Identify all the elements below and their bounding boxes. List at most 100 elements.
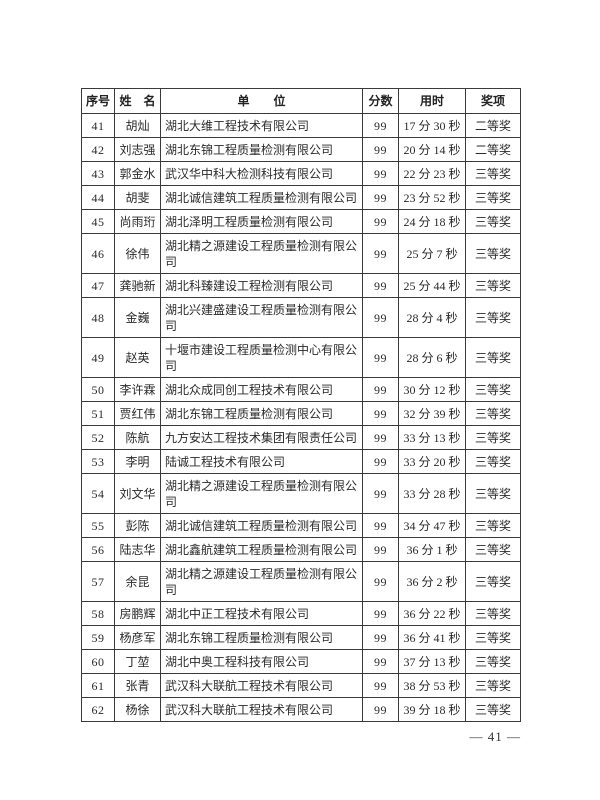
cell-time: 30 分 12 秒: [398, 377, 466, 402]
table-row: 56 陆志华 湖北鑫航建筑工程质量检测有限公司 99 36 分 1 秒三等奖: [81, 537, 521, 562]
cell-name: 郭金水: [114, 161, 161, 186]
column-header-name: 姓 名: [114, 88, 161, 114]
cell-award: 三等奖: [465, 337, 521, 378]
cell-unit: 武汉科大联航工程技术有限公司: [160, 697, 363, 722]
cell-award: 三等奖: [465, 377, 521, 402]
table-row: 48 金巍 湖北兴建盛建设工程质量检测有限公司 99 28 分 4 秒三等奖: [81, 297, 521, 338]
cell-no: 50: [81, 377, 115, 402]
cell-score: 99: [362, 209, 399, 234]
cell-name: 余昆: [114, 561, 161, 602]
cell-score: 99: [362, 697, 399, 722]
cell-score: 99: [362, 161, 399, 186]
table-row: 44 胡斐 湖北诚信建筑工程质量检测有限公司 99 23 分 52 秒三等奖: [81, 185, 521, 210]
cell-no: 58: [81, 601, 115, 626]
cell-no: 45: [81, 209, 115, 234]
table-row: 42 刘志强 湖北东锦工程质量检测有限公司 99 20 分 14 秒二等奖: [81, 137, 521, 162]
table-header-row: 序号姓 名单 位分数 用时 奖项: [81, 88, 521, 114]
cell-unit: 湖北诚信建筑工程质量检测有限公司: [160, 185, 363, 210]
cell-name: 贾红伟: [114, 401, 161, 426]
cell-no: 43: [81, 161, 115, 186]
column-header-no: 序号: [81, 88, 115, 114]
cell-award: 三等奖: [465, 513, 521, 538]
table-row: 59 杨彦军 湖北东锦工程质量检测有限公司 99 36 分 41 秒三等奖: [81, 625, 521, 650]
cell-time: 33 分 13 秒: [398, 425, 466, 450]
cell-award: 三等奖: [465, 673, 521, 698]
column-header-unit: 单 位: [160, 88, 363, 114]
cell-award: 三等奖: [465, 425, 521, 450]
cell-award: 三等奖: [465, 161, 521, 186]
cell-unit: 湖北精之源建设工程质量检测有限公司: [160, 473, 363, 514]
cell-score: 99: [362, 425, 399, 450]
cell-score: 99: [362, 601, 399, 626]
table-row: 47 龚驰新 湖北科臻建设工程检测有限公司 99 25 分 44 秒三等奖: [81, 273, 521, 298]
cell-no: 47: [81, 273, 115, 298]
cell-no: 54: [81, 473, 115, 514]
cell-award: 三等奖: [465, 209, 521, 234]
cell-time: 36 分 2 秒: [398, 561, 466, 602]
cell-score: 99: [362, 377, 399, 402]
table-row: 49 赵英 十堰市建设工程质量检测中心有限公司 99 28 分 6 秒三等奖: [81, 337, 521, 378]
cell-name: 胡灿: [114, 113, 161, 138]
cell-unit: 湖北东锦工程质量检测有限公司: [160, 137, 363, 162]
column-header-award: 奖项: [465, 88, 521, 114]
cell-award: 三等奖: [465, 273, 521, 298]
cell-score: 99: [362, 649, 399, 674]
cell-time: 20 分 14 秒: [398, 137, 466, 162]
cell-name: 杨彦军: [114, 625, 161, 650]
cell-award: 三等奖: [465, 401, 521, 426]
cell-no: 44: [81, 185, 115, 210]
cell-time: 25 分 44 秒: [398, 273, 466, 298]
table-row: 62 杨徐 武汉科大联航工程技术有限公司 99 39 分 18 秒三等奖: [81, 697, 521, 722]
cell-unit: 湖北诚信建筑工程质量检测有限公司: [160, 513, 363, 538]
cell-unit: 湖北东锦工程质量检测有限公司: [160, 401, 363, 426]
cell-award: 二等奖: [465, 137, 521, 162]
cell-unit: 湖北兴建盛建设工程质量检测有限公司: [160, 297, 363, 338]
cell-award: 二等奖: [465, 113, 521, 138]
cell-time: 36 分 1 秒: [398, 537, 466, 562]
cell-time: 23 分 52 秒: [398, 185, 466, 210]
cell-unit: 湖北大维工程技术有限公司: [160, 113, 363, 138]
cell-award: 三等奖: [465, 649, 521, 674]
table-row: 61 张青 武汉科大联航工程技术有限公司 99 38 分 53 秒三等奖: [81, 673, 521, 698]
table-row: 52 陈航 九方安达工程技术集团有限责任公司 99 33 分 13 秒三等奖: [81, 425, 521, 450]
cell-award: 三等奖: [465, 185, 521, 210]
cell-unit: 陆诚工程技术有限公司: [160, 449, 363, 474]
cell-time: 37 分 13 秒: [398, 649, 466, 674]
cell-score: 99: [362, 561, 399, 602]
cell-unit: 十堰市建设工程质量检测中心有限公司: [160, 337, 363, 378]
cell-no: 57: [81, 561, 115, 602]
table-row: 43 郭金水 武汉华中科大检测科技有限公司 99 22 分 23 秒三等奖: [81, 161, 521, 186]
cell-score: 99: [362, 673, 399, 698]
awards-results-table: 序号姓 名单 位分数 用时 奖项 41 胡灿 湖北大维工程技术有限公司 99 17 分 30…: [81, 88, 521, 722]
cell-score: 99: [362, 185, 399, 210]
cell-name: 陆志华: [114, 537, 161, 562]
table-row: 46 徐伟 湖北精之源建设工程质量检测有限公司 99 25 分 7 秒三等奖: [81, 233, 521, 274]
table-row: 54 刘文华 湖北精之源建设工程质量检测有限公司 99 33 分 28 秒三等奖: [81, 473, 521, 514]
cell-unit: 湖北东锦工程质量检测有限公司: [160, 625, 363, 650]
cell-award: 三等奖: [465, 233, 521, 274]
cell-name: 李许霖: [114, 377, 161, 402]
cell-no: 49: [81, 337, 115, 378]
cell-award: 三等奖: [465, 625, 521, 650]
table-row: 55 彭陈 湖北诚信建筑工程质量检测有限公司 99 34 分 47 秒三等奖: [81, 513, 521, 538]
cell-unit: 湖北中正工程技术有限公司: [160, 601, 363, 626]
cell-name: 房鹏辉: [114, 601, 161, 626]
cell-time: 38 分 53 秒: [398, 673, 466, 698]
cell-no: 59: [81, 625, 115, 650]
cell-time: 39 分 18 秒: [398, 697, 466, 722]
table-row: 45 尚雨珩 湖北泽明工程质量检测有限公司 99 24 分 18 秒三等奖: [81, 209, 521, 234]
cell-name: 张青: [114, 673, 161, 698]
cell-award: 三等奖: [465, 537, 521, 562]
cell-name: 龚驰新: [114, 273, 161, 298]
cell-unit: 武汉华中科大检测科技有限公司: [160, 161, 363, 186]
cell-no: 46: [81, 233, 115, 274]
cell-name: 刘志强: [114, 137, 161, 162]
cell-unit: 湖北鑫航建筑工程质量检测有限公司: [160, 537, 363, 562]
cell-name: 丁堃: [114, 649, 161, 674]
table-row: 58 房鹏辉 湖北中正工程技术有限公司 99 36 分 22 秒三等奖: [81, 601, 521, 626]
cell-time: 36 分 22 秒: [398, 601, 466, 626]
cell-unit: 湖北众成同创工程技术有限公司: [160, 377, 363, 402]
page-number: — 41 —: [469, 729, 521, 744]
table-row: 53 李明 陆诚工程技术有限公司 99 33 分 20 秒三等奖: [81, 449, 521, 474]
